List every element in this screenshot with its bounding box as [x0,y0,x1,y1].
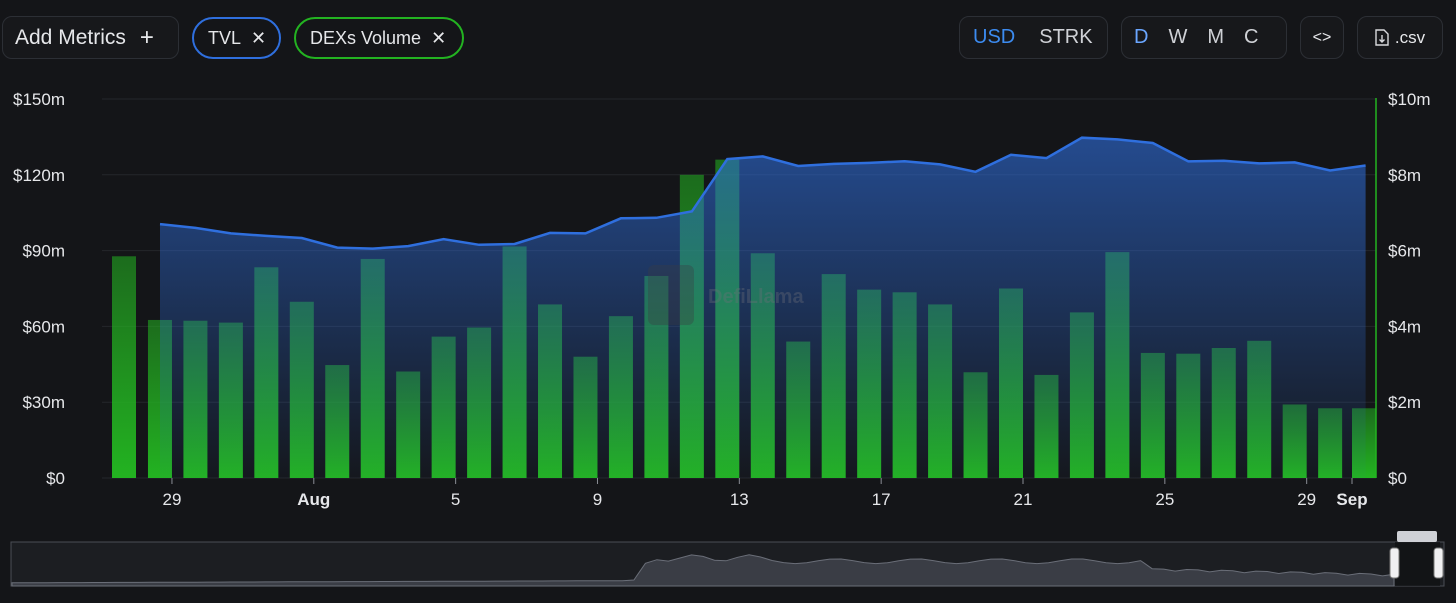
x-tick-label: Aug [297,490,330,509]
left-tick-label: $90m [22,242,65,261]
tvl-volume-chart[interactable]: DefiLlama $0 $30m $60m $90m $120m $150m $0 $2m… [0,80,1456,520]
period-option-weekly[interactable]: W [1168,26,1188,48]
currency-option-strk[interactable]: STRK [1039,26,1093,48]
add-metrics-button[interactable]: Add Metrics + [2,16,179,59]
left-tick-label: $30m [22,393,65,412]
x-tick-label: 13 [730,490,749,509]
right-tick-label: $8m [1388,166,1421,185]
brush-tvl-sparkline [11,554,1395,587]
x-tick-label: 29 [162,490,181,509]
left-tick-label: $0 [46,469,65,488]
left-axis: $0 $30m $60m $90m $120m $150m [13,90,65,488]
tvl-area [160,137,1366,478]
metric-pill-label: DEXs Volume [310,27,422,48]
x-axis: 29 Aug 5 9 13 17 21 25 29 Sep [162,478,1368,509]
close-icon[interactable]: ✕ [431,27,447,48]
add-metrics-label: Add Metrics [15,25,126,49]
x-tick-label: 5 [451,490,460,509]
llama-logo-icon [648,265,694,325]
embed-code-icon: <> [1312,28,1332,46]
left-tick-label: $150m [13,90,65,109]
time-range-brush[interactable] [0,528,1456,603]
embed-button[interactable]: <> [1300,16,1344,59]
tvl-line [159,136,1366,250]
currency-option-usd[interactable]: USD [973,26,1016,48]
left-tick-label: $60m [22,317,65,336]
brush-selection[interactable] [1395,542,1440,586]
x-tick-label: 25 [1155,490,1174,509]
right-tick-label: $10m [1388,90,1431,109]
brush-drag-handle[interactable] [1397,531,1437,542]
left-tick-label: $120m [13,166,65,185]
download-csv-button[interactable]: .csv [1357,16,1443,59]
period-toggle: D W M C [1121,16,1287,59]
right-tick-label: $0 [1388,469,1407,488]
currency-toggle: USD STRK [959,16,1108,59]
period-option-monthly[interactable]: M [1207,26,1225,48]
close-icon[interactable]: ✕ [251,27,267,48]
x-tick-label: Sep [1336,490,1367,509]
right-tick-label: $4m [1388,317,1421,336]
file-download-icon [1375,29,1389,46]
right-axis: $0 $2m $4m $6m $8m $10m [1388,90,1431,488]
brush-left-handle[interactable] [1389,547,1400,579]
brush-right-handle[interactable] [1433,547,1444,579]
chart-toolbar: Add Metrics + TVL ✕ DEXs Volume ✕ USD ST… [0,0,1456,76]
x-tick-label: 21 [1014,490,1033,509]
metric-pill-tvl[interactable]: TVL ✕ [192,17,281,59]
watermark-text: DefiLlama [708,286,804,308]
period-option-cumulative[interactable]: C [1244,26,1259,48]
watermark: DefiLlama [648,265,804,325]
x-tick-label: 29 [1297,490,1316,509]
right-tick-label: $6m [1388,242,1421,261]
metric-pill-label: TVL [208,27,242,48]
x-tick-label: 17 [872,490,891,509]
metric-pill-dex-volume[interactable]: DEXs Volume ✕ [294,17,464,59]
plus-icon: + [139,23,154,51]
csv-label: .csv [1394,27,1426,47]
x-tick-label: 9 [593,490,602,509]
volume-bar [112,256,136,478]
right-tick-label: $2m [1388,393,1421,412]
period-option-daily[interactable]: D [1134,26,1149,48]
